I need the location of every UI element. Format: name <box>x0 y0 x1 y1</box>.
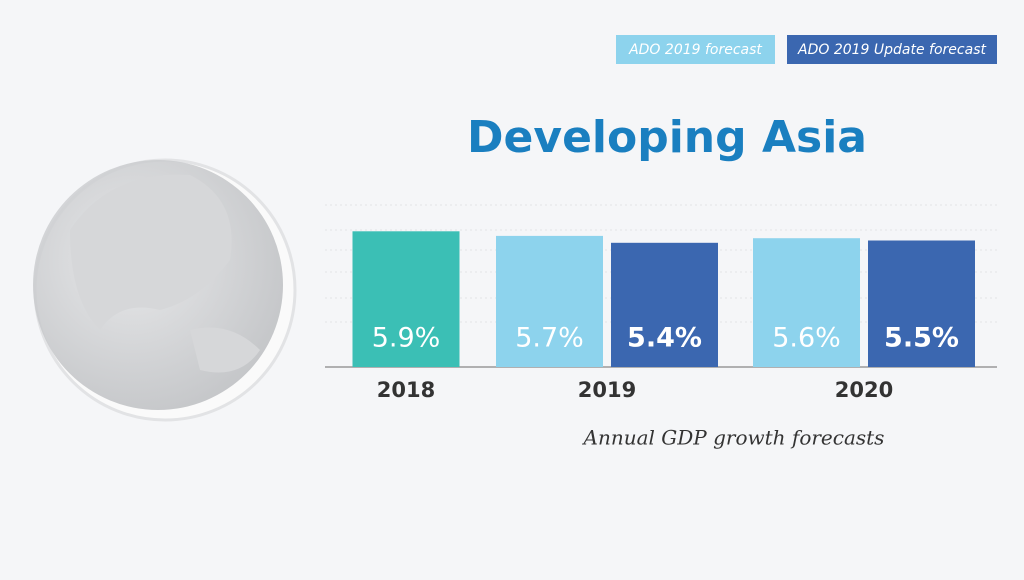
bar <box>496 235 603 367</box>
legend-label: ADO 2019 Update forecast <box>797 42 986 58</box>
legend-swatch <box>616 35 775 64</box>
x-axis-label: Annual GDP growth forecasts <box>582 426 885 450</box>
legend: ADO 2019 forecast ADO 2019 Update forecas… <box>616 35 997 64</box>
value-label: 5.5% <box>884 323 959 354</box>
plot: 2018 5.9% 2019 5.7% 5.4% 2020 5.6% 5.5% <box>352 231 975 402</box>
bar <box>611 242 718 367</box>
legend-label: ADO 2019 forecast <box>628 42 762 58</box>
chart-title: Developing Asia <box>467 112 867 163</box>
value-label: 5.7% <box>515 323 584 354</box>
bar <box>352 231 460 367</box>
x-tick-label: 2018 <box>377 378 435 402</box>
x-tick-label: 2020 <box>835 378 893 402</box>
globe-decoration <box>33 158 297 422</box>
value-label: 5.9% <box>372 323 441 354</box>
bar <box>753 238 860 367</box>
x-tick-label: 2019 <box>578 378 636 402</box>
bar <box>868 240 975 367</box>
legend-swatch <box>787 35 997 64</box>
value-label: 5.6% <box>772 323 841 354</box>
value-label: 5.4% <box>627 323 702 354</box>
